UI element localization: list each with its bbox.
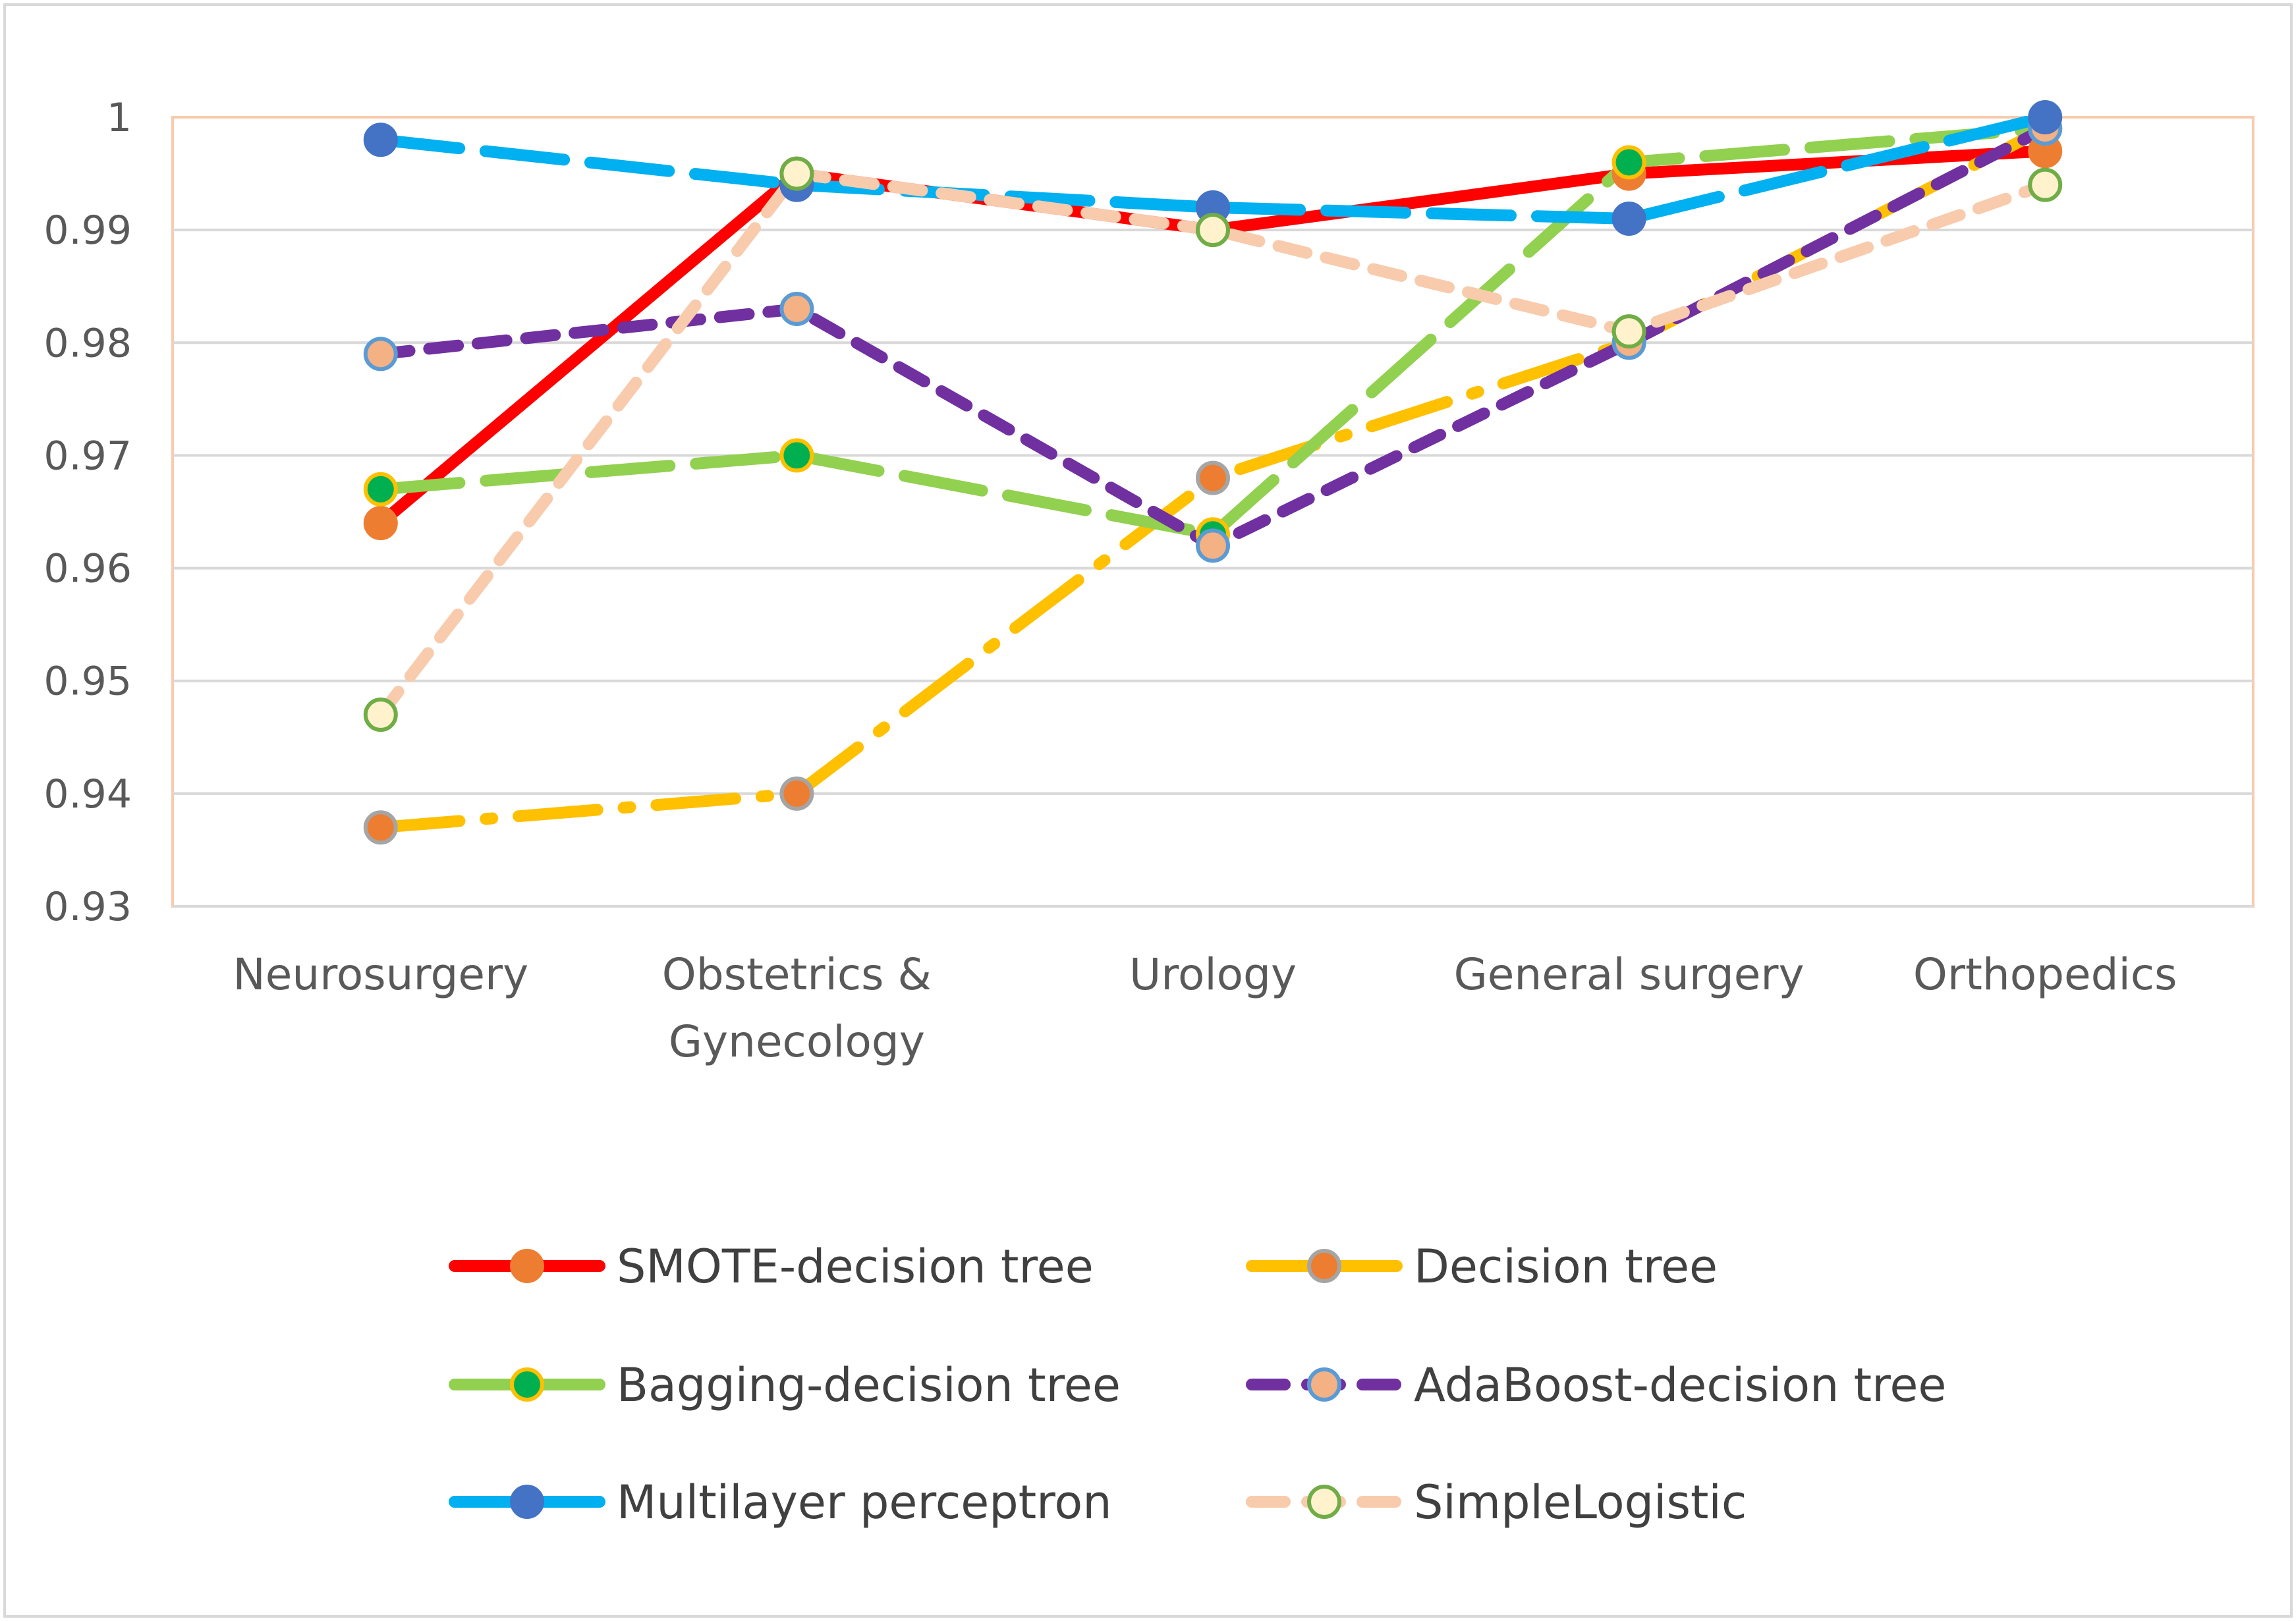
legend-swatch-marker (1307, 1249, 1341, 1283)
y-tick-label: 0.97 (43, 433, 132, 479)
x-category-label: Orthopedics (1913, 949, 2177, 1000)
x-category-label: General surgery (1454, 949, 1805, 1000)
data-point (2028, 167, 2063, 202)
y-axis-tick-labels: 0.93 0.94 0.95 0.96 0.97 0.98 0.99 1 (43, 95, 132, 930)
x-category-label: Obstetrics & (662, 949, 932, 1000)
series-markers (363, 100, 2063, 845)
data-point (779, 776, 814, 811)
y-tick-label: 0.93 (43, 884, 132, 930)
legend: SMOTE-decision tree Decision tree Bagging-… (449, 1240, 1946, 1529)
y-tick-label: 0.99 (43, 207, 132, 254)
data-point (1611, 202, 1646, 236)
legend-swatch-marker (510, 1249, 544, 1283)
legend-swatch-marker (1307, 1367, 1341, 1402)
legend-swatch-marker (1307, 1485, 1341, 1519)
data-point (1611, 145, 1646, 180)
legend-swatch-marker (510, 1367, 544, 1402)
legend-swatch-marker (510, 1485, 544, 1519)
data-point (363, 123, 398, 157)
legend-label: SimpleLogistic (1414, 1475, 1747, 1529)
data-point (779, 291, 814, 326)
data-point (363, 810, 398, 845)
data-point (1196, 213, 1230, 248)
data-point (363, 472, 398, 507)
data-point (363, 698, 398, 732)
data-point (1196, 528, 1230, 563)
y-tick-label: 0.95 (43, 659, 132, 705)
legend-label: Multilayer perceptron (617, 1475, 1112, 1529)
y-tick-label: 0.98 (43, 320, 132, 366)
gridlines (173, 229, 2253, 908)
data-point (779, 156, 814, 191)
x-category-label: Gynecology (669, 1016, 925, 1067)
legend-label: SMOTE-decision tree (617, 1240, 1094, 1294)
legend-label: Bagging-decision tree (617, 1358, 1121, 1412)
data-point (1611, 314, 1646, 349)
legend-label: AdaBoost-decision tree (1414, 1358, 1946, 1412)
data-point (363, 337, 398, 371)
plot-area (171, 116, 2254, 908)
y-tick-label: 1 (107, 95, 132, 141)
y-tick-label: 0.96 (43, 546, 132, 592)
series-line (374, 111, 2052, 225)
x-category-label: Neurosurgery (233, 949, 528, 1000)
data-point (1196, 460, 1230, 495)
data-point (779, 438, 814, 473)
x-axis-category-labels: Neurosurgery Obstetrics & Gynecology Urolog… (233, 949, 2177, 1067)
y-tick-label: 0.94 (43, 771, 132, 817)
data-point (363, 506, 398, 541)
x-category-label: Urology (1129, 949, 1297, 1000)
legend-label: Decision tree (1414, 1240, 1718, 1294)
data-point (2028, 100, 2063, 134)
